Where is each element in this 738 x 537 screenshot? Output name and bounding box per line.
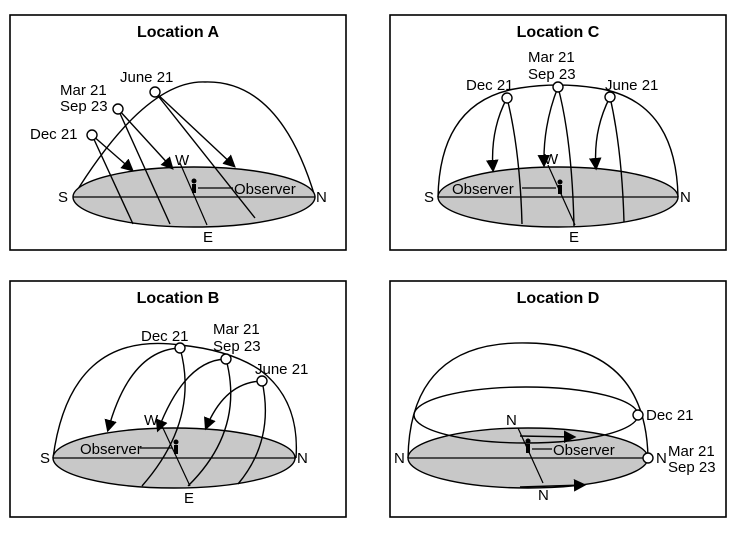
equinox-arrow xyxy=(519,479,587,492)
dec-sun-marker xyxy=(174,342,186,354)
panel-title: Location A xyxy=(137,24,220,41)
dec-arrow xyxy=(519,430,577,444)
dec-arrow xyxy=(104,347,181,433)
june-label: June 21 xyxy=(605,77,658,94)
june-sun-marker xyxy=(604,91,616,103)
dec-sun-path xyxy=(506,97,523,225)
observer-figure xyxy=(525,438,531,453)
dec-sun-marker xyxy=(501,92,513,104)
june-sun-path xyxy=(237,380,267,485)
equinox-sun-path xyxy=(187,358,232,487)
dec-arrow xyxy=(91,134,134,172)
dec-label: Dec 21 xyxy=(141,328,189,345)
north-north-line xyxy=(517,427,544,484)
observer-figure xyxy=(173,439,179,454)
sky-dome xyxy=(52,342,298,459)
east-label: E xyxy=(569,229,579,246)
june-sun-path xyxy=(154,91,256,219)
west-east-line xyxy=(547,164,576,226)
june-arrow xyxy=(204,380,263,431)
equinox-sun-marker xyxy=(642,452,654,464)
north-label: N xyxy=(316,189,327,206)
north-bottom-label: N xyxy=(538,487,549,504)
panel-title: Location C xyxy=(517,24,600,41)
equinox-arrow xyxy=(117,108,174,170)
sky-dome xyxy=(407,342,649,459)
north-label: N xyxy=(297,450,308,467)
west-label: W xyxy=(544,151,559,168)
dec-sun-path xyxy=(91,134,134,225)
sep-label: Sep 23 xyxy=(213,338,261,355)
panel-location-c: Location C Observer S N E W Dec 21 Mar 2… xyxy=(389,14,727,251)
equinox-arrow xyxy=(537,86,559,168)
june-sun-marker xyxy=(256,375,268,387)
june-sun-marker xyxy=(149,86,161,98)
dec-label: Dec 21 xyxy=(30,126,78,143)
dec-sun-path xyxy=(141,347,186,487)
panel-title: Location D xyxy=(517,290,600,307)
dec-sun-marker xyxy=(86,129,98,141)
west-east-line xyxy=(179,162,208,226)
june-arrow xyxy=(154,91,236,168)
june-label: June 21 xyxy=(255,361,308,378)
west-east-line xyxy=(161,425,191,487)
sep-label: Sep 23 xyxy=(668,459,716,476)
panel-location-a: Location A Observer S N E W Dec 21 Mar 2… xyxy=(9,14,347,251)
equinox-sun-path xyxy=(557,86,575,227)
observer-label: Observer xyxy=(80,441,142,458)
panel-title: Location B xyxy=(137,290,220,307)
observer-label: Observer xyxy=(553,442,615,459)
north-left-label: N xyxy=(394,450,405,467)
equinox-arrow xyxy=(155,358,227,433)
june-sun-path xyxy=(609,96,625,223)
west-label: W xyxy=(175,152,190,169)
sep-label: Sep 23 xyxy=(60,98,108,115)
dec-label: Dec 21 xyxy=(466,77,514,94)
south-label: S xyxy=(424,189,434,206)
equinox-sun-marker xyxy=(112,103,124,115)
june-arrow xyxy=(588,96,611,171)
dec-sun-marker xyxy=(632,409,644,421)
equinox-sun-path xyxy=(117,108,171,225)
dec-label: Dec 21 xyxy=(646,407,694,424)
mar-label: Mar 21 xyxy=(528,49,575,66)
mar-label: Mar 21 xyxy=(213,321,260,338)
south-label: S xyxy=(40,450,50,467)
sky-dome xyxy=(72,81,316,198)
june-label: June 21 xyxy=(120,69,173,86)
observer-figure xyxy=(557,179,563,194)
observer-label: Observer xyxy=(234,181,296,198)
panel-location-d: Location D Observer N N N N Dec 21 Mar 2… xyxy=(389,280,727,518)
observer-figure xyxy=(191,178,197,193)
east-label: E xyxy=(184,490,194,507)
mar-label: Mar 21 xyxy=(668,443,715,460)
sep-label: Sep 23 xyxy=(528,66,576,83)
south-label: S xyxy=(58,189,68,206)
observer-label: Observer xyxy=(452,181,514,198)
north-label: N xyxy=(680,189,691,206)
north-top-label: N xyxy=(506,412,517,429)
mar-label: Mar 21 xyxy=(60,82,107,99)
equinox-sun-marker xyxy=(220,353,232,365)
panel-location-b: Location B Observer S N E W Dec 21 Mar 2… xyxy=(9,280,347,518)
dec-arrow xyxy=(485,97,508,173)
west-label: W xyxy=(144,412,159,429)
equinox-sun-marker xyxy=(552,81,564,93)
east-label: E xyxy=(203,229,213,246)
north-right-label: N xyxy=(656,450,667,467)
